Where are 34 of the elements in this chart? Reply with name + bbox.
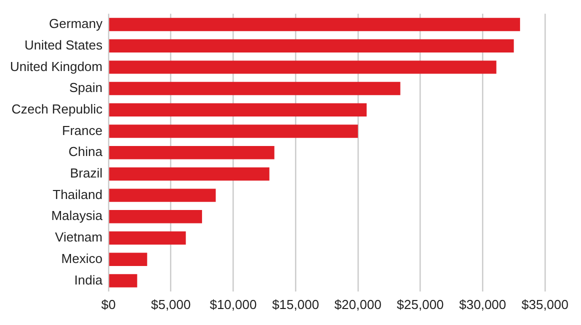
bar: [109, 167, 270, 181]
y-tick-label: Mexico: [61, 250, 102, 266]
bar: [109, 188, 216, 202]
bar: [109, 39, 514, 52]
x-tick-label: $10,000: [210, 296, 257, 312]
y-tick-label: Spain: [69, 80, 102, 96]
x-tick-label: $15,000: [272, 296, 320, 312]
bar: [109, 231, 186, 245]
x-tick-label: $0: [101, 296, 116, 312]
y-tick-label: France: [62, 122, 102, 138]
bar: [109, 18, 520, 32]
y-tick-label: India: [74, 272, 104, 288]
y-tick-label: Brazil: [70, 166, 103, 181]
x-tick-label: $35,000: [522, 296, 568, 312]
y-tick-label: Germany: [49, 16, 103, 32]
bar: [109, 274, 138, 288]
y-tick-label: United Kingdom: [10, 58, 102, 74]
y-tick-label: Thailand: [52, 186, 102, 202]
bar: [109, 146, 274, 160]
bar: [109, 82, 400, 96]
y-tick-label: Malaysia: [51, 208, 104, 224]
bar: [109, 210, 202, 224]
bar: [109, 60, 496, 74]
x-tick-label: $20,000: [334, 296, 382, 312]
bar: [109, 252, 148, 266]
x-tick-label: $25,000: [396, 296, 444, 312]
bar: [109, 124, 358, 138]
y-tick-label: Vietnam: [55, 230, 102, 245]
x-tick-label: $30,000: [459, 296, 506, 312]
y-tick-label: Czech Republic: [11, 101, 103, 116]
bar: [109, 103, 367, 117]
y-tick-label: China: [68, 144, 104, 160]
y-tick-label: United States: [24, 37, 103, 52]
x-tick-label: $5,000: [150, 296, 191, 312]
